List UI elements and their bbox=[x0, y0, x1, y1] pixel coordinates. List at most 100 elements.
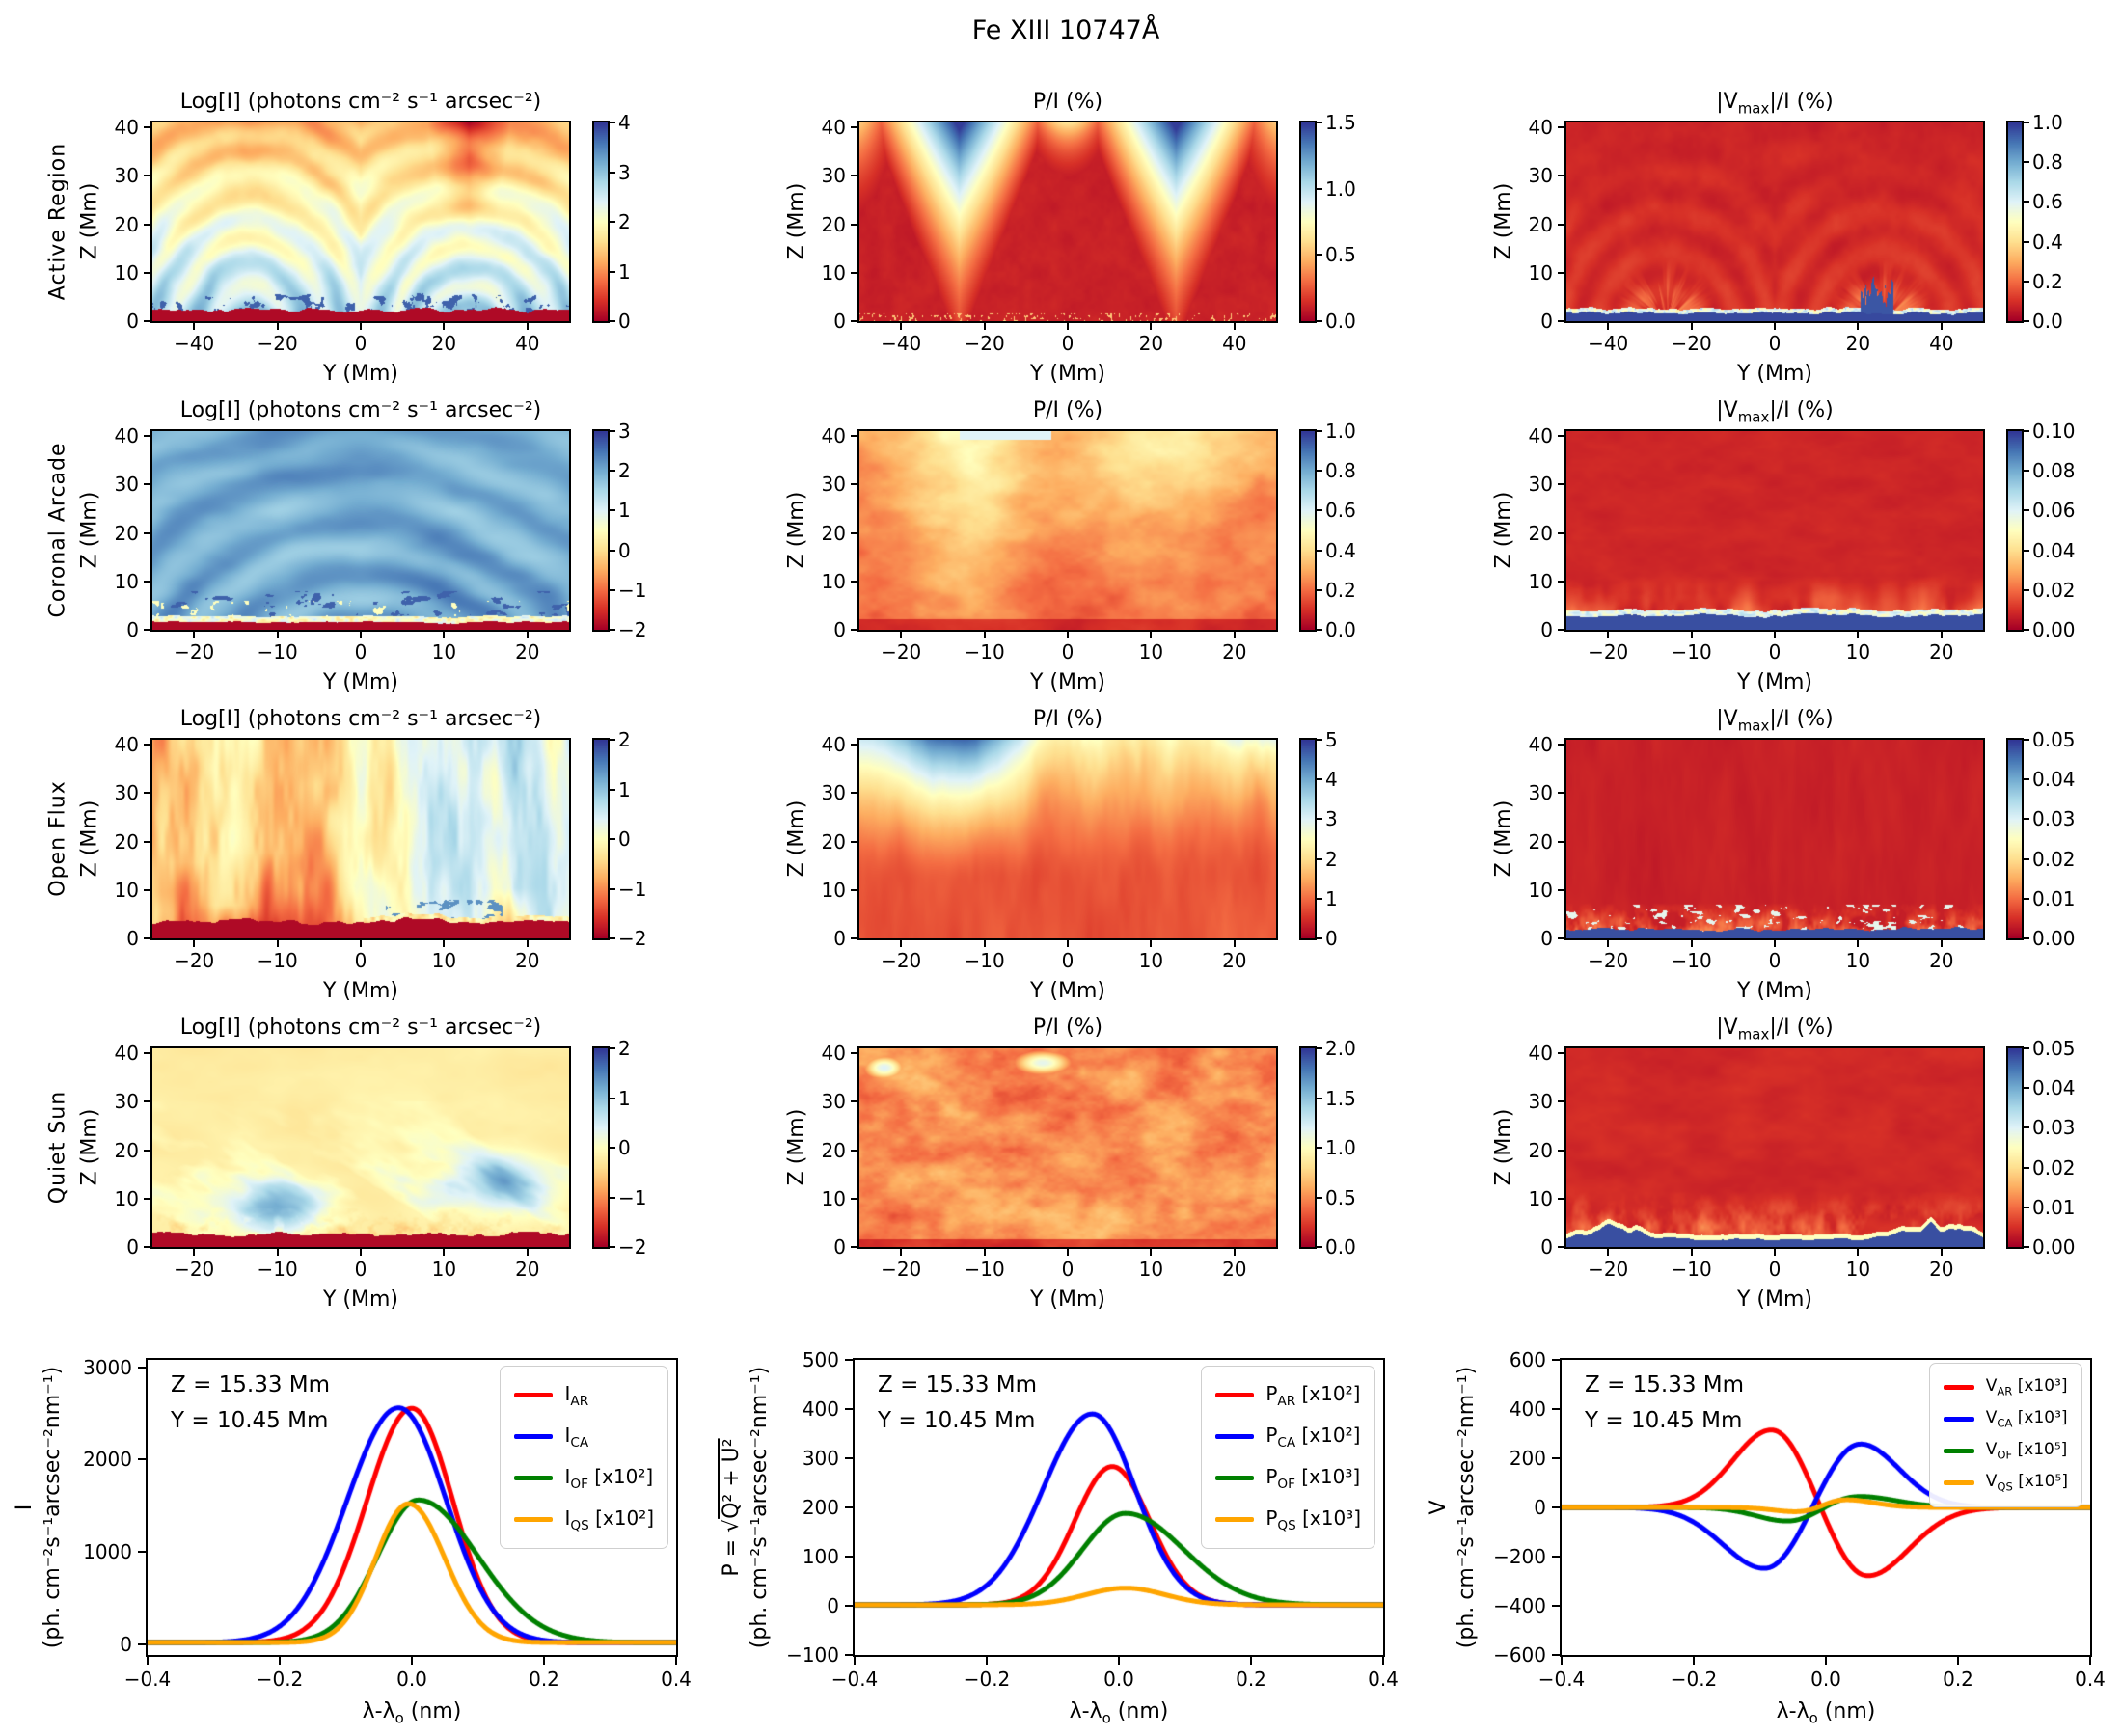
hm-ca_v-ytick bbox=[1558, 580, 1564, 583]
hm-qs_v-colorbar bbox=[2006, 1046, 2024, 1249]
row-label-coronal-arcade: Coronal Arcade bbox=[45, 442, 70, 618]
hm-ca_pi-yticklabel: 30 bbox=[821, 473, 846, 497]
hm-ca_logi-cbar-tick bbox=[610, 509, 615, 512]
legend-line-swatch bbox=[1943, 1480, 1974, 1485]
hm-ca_v-colorbar bbox=[2006, 429, 2024, 632]
hm-ar_logi-cbar-tick bbox=[610, 221, 615, 223]
hm-ca_v-xtick bbox=[1607, 632, 1610, 638]
hm-ar_logi-ytick bbox=[144, 320, 150, 322]
hm-of_logi-xlabel: Y (Mm) bbox=[322, 979, 399, 1003]
profile-polarization-ylabel: P = √Q² + U² (ph. cm⁻²s⁻¹arcsec⁻²nm⁻¹) bbox=[720, 1366, 772, 1649]
hm-of_v-xtick bbox=[1774, 940, 1776, 947]
legend-line-swatch bbox=[1943, 1385, 1974, 1390]
hm-of_pi-ytick bbox=[851, 840, 857, 843]
hm-qs_pi-xtick bbox=[900, 1249, 903, 1256]
hm-of_v-xtick bbox=[1690, 940, 1693, 947]
hm-qs_v-cbar-ticklabel: 0.00 bbox=[2032, 1235, 2076, 1259]
profile-intensity-annotation: Z = 15.33 Mm Y = 10.45 Mm bbox=[171, 1372, 331, 1433]
hm-qs_logi-ytick bbox=[144, 1149, 150, 1152]
hm-ca_v-cbar-ticklabel: 0.06 bbox=[2032, 499, 2076, 523]
hm-of_logi-xtick bbox=[276, 940, 279, 947]
hm-of_logi-ytick bbox=[144, 744, 150, 746]
profile-polarization-legend-item-of: POF [x10³] bbox=[1215, 1457, 1361, 1499]
hm-ar_logi-yticklabel: 0 bbox=[126, 310, 139, 333]
hm-qs_logi-xlabel: Y (Mm) bbox=[322, 1288, 399, 1312]
hm-qs_pi-cbar-tick bbox=[1317, 1097, 1322, 1099]
profile-stokes-v-yticklabel: −600 bbox=[1493, 1643, 1546, 1667]
row-label-active-region: Active Region bbox=[45, 142, 70, 301]
legend-label: VAR [x10³] bbox=[1985, 1376, 2068, 1398]
hm-ar_pi-yticklabel: 0 bbox=[833, 310, 846, 333]
hm-qs_pi-colorbar bbox=[1299, 1046, 1317, 1249]
hm-ca_v-cbar-tick bbox=[2024, 588, 2029, 591]
hm-of_pi-xticklabel: 10 bbox=[1138, 949, 1164, 972]
hm-of_pi-cbar-ticklabel: 2 bbox=[1325, 847, 1338, 871]
hm-qs_pi-xticklabel: 0 bbox=[1061, 1258, 1075, 1281]
hm-ca_v-xlabel: Y (Mm) bbox=[1736, 670, 1813, 694]
profile-polarization-xtick bbox=[1382, 1657, 1384, 1665]
hm-ar_pi-cbar-tick bbox=[1317, 122, 1322, 123]
profile-stokes-v-yticklabel: −200 bbox=[1493, 1545, 1546, 1568]
legend-label: IOF [x10²] bbox=[564, 1464, 654, 1492]
hm-qs_v-cbar-tick bbox=[2024, 1126, 2029, 1129]
hm-qs_v-xticklabel: 0 bbox=[1768, 1258, 1782, 1281]
hm-ca_v-cbar-tick bbox=[2024, 549, 2029, 552]
legend-line-swatch bbox=[1215, 1434, 1255, 1439]
hm-ar_v-cbar-tick bbox=[2024, 320, 2029, 322]
hm-of_v-cbar-tick bbox=[2024, 857, 2029, 860]
profile-stokes-v-legend-item-ca: VCA [x10³] bbox=[1943, 1403, 2068, 1435]
hm-of_v-cbar-tick bbox=[2024, 937, 2029, 939]
hm-of_logi-xtick bbox=[193, 940, 196, 947]
hm-ar_pi-ytick bbox=[851, 126, 857, 129]
hm-ar_logi-colorbar bbox=[592, 121, 610, 323]
profile-stokes-v-annotation: Z = 15.33 Mm Y = 10.45 Mm bbox=[1585, 1372, 1745, 1433]
hm-qs_v-yticklabel: 40 bbox=[1528, 1042, 1553, 1066]
profile-stokes-v-xtick bbox=[1693, 1657, 1695, 1665]
hm-ar_logi-ytick bbox=[144, 223, 150, 226]
hm-ca_logi-ytick bbox=[144, 531, 150, 534]
hm-of_pi-zlabel: Z (Mm) bbox=[784, 800, 809, 878]
hm-ar_v-canvas bbox=[1564, 121, 1985, 323]
profile-intensity-xtick bbox=[279, 1657, 281, 1665]
hm-of_logi-zlabel: Z (Mm) bbox=[77, 800, 102, 878]
hm-qs_logi-zlabel: Z (Mm) bbox=[77, 1108, 102, 1186]
hm-ar_v-cbar-tick bbox=[2024, 240, 2029, 243]
hm-qs_logi-yticklabel: 20 bbox=[114, 1138, 139, 1162]
hm-qs_v-cbar-tick bbox=[2024, 1087, 2029, 1090]
hm-ca_logi-cbar-tick bbox=[610, 549, 615, 552]
hm-qs_v-cbar-ticklabel: 0.02 bbox=[2032, 1155, 2076, 1180]
hm-of_v-cbar-tick bbox=[2024, 778, 2029, 781]
hm-of_v-ytick bbox=[1558, 792, 1564, 795]
profile-stokes-v-xticklabel: −0.4 bbox=[1537, 1668, 1586, 1691]
hm-ca_logi-yticklabel: 0 bbox=[126, 618, 139, 641]
hm-ar_v-yticklabel: 20 bbox=[1528, 212, 1553, 236]
hm-of_v-xticklabel: 10 bbox=[1845, 949, 1871, 972]
hm-ar_v-xtick bbox=[1690, 323, 1693, 330]
hm-ar_logi-xticklabel: 40 bbox=[515, 332, 540, 355]
hm-of_pi-ytick bbox=[851, 937, 857, 939]
hm-ca_pi-cbar-tick bbox=[1317, 430, 1322, 432]
profile-intensity-yticklabel: 3000 bbox=[83, 1355, 132, 1379]
hm-qs_v-yticklabel: 10 bbox=[1528, 1186, 1553, 1210]
hm-ca_logi-xtick bbox=[443, 632, 446, 638]
hm-qs_pi-xticklabel: −10 bbox=[964, 1258, 1005, 1281]
hm-of_logi-colorbar bbox=[592, 738, 610, 940]
hm-ar_pi-cbar-tick bbox=[1317, 320, 1322, 322]
hm-qs_logi-xtick bbox=[276, 1249, 279, 1256]
profile-polarization-legend: PAR [x10²] PCA [x10²] POF [x10³] PQS [x10³] bbox=[1201, 1366, 1375, 1549]
profile-polarization-ytick bbox=[845, 1457, 853, 1459]
hm-ar_pi-cbar-ticklabel: 1.5 bbox=[1325, 111, 1356, 134]
hm-qs_logi-yticklabel: 40 bbox=[114, 1042, 139, 1066]
profile-polarization-xticklabel: 0.2 bbox=[1236, 1668, 1266, 1691]
hm-qs_pi-yticklabel: 0 bbox=[833, 1235, 846, 1259]
hm-of_logi-xtick bbox=[443, 940, 446, 947]
hm-of_pi-xtick bbox=[1067, 940, 1069, 947]
hm-ca_v-ytick bbox=[1558, 483, 1564, 486]
hm-ca_pi-cbar-ticklabel: 0.4 bbox=[1325, 538, 1356, 562]
hm-of_pi-xtick bbox=[1150, 940, 1153, 947]
profile-stokes-v-xticklabel: −0.2 bbox=[1670, 1668, 1718, 1691]
hm-of_v-cbar-tick bbox=[2024, 897, 2029, 900]
hm-qs_v-yticklabel: 0 bbox=[1540, 1235, 1553, 1259]
hm-of_v-xtick bbox=[1940, 940, 1943, 947]
